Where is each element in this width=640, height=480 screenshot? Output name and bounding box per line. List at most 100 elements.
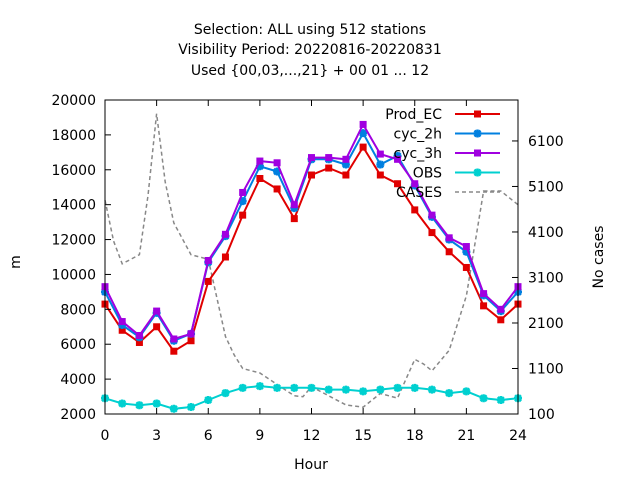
data-point-cyc-2h — [238, 197, 247, 206]
data-point-prod-ec — [290, 215, 298, 223]
legend-label-obs: OBS — [413, 166, 442, 182]
y-tick-label: 20000 — [51, 93, 96, 109]
y-tick-label: 16000 — [51, 163, 96, 179]
data-point-prod-ec — [480, 302, 488, 310]
data-point-cyc-2h-stroke — [462, 247, 471, 256]
chart-title-line-3: Used {00,03,...,21} + 00 01 ... 12 — [191, 63, 429, 79]
data-point-cyc-3h — [256, 157, 264, 165]
data-point-cyc-2h-stroke — [255, 162, 264, 171]
data-point-obs — [204, 396, 213, 405]
data-point-obs — [410, 383, 419, 392]
y-tick-label: 8000 — [60, 302, 96, 318]
data-point-obs — [273, 383, 282, 392]
y2-tick-label: 4100 — [528, 225, 564, 241]
data-point-obs-stroke — [376, 385, 385, 394]
data-point-obs — [376, 385, 385, 394]
y2-tick-label: 3100 — [528, 270, 564, 286]
data-point-cyc-3h — [221, 230, 229, 238]
data-point-obs-stroke — [496, 396, 505, 405]
x-tick-label: 12 — [303, 428, 321, 444]
data-point-cyc-3h — [342, 155, 350, 163]
data-point-prod-ec — [273, 185, 281, 193]
y-tick-label: 6000 — [60, 337, 96, 353]
data-point-obs — [462, 387, 471, 396]
data-point-cyc-2h — [255, 162, 264, 171]
legend-marker-obs — [473, 168, 482, 177]
data-point-cyc-3h — [428, 211, 436, 219]
data-point-prod-ec — [204, 277, 212, 285]
data-point-cyc-2h-stroke — [359, 129, 368, 138]
data-point-cyc-3h — [497, 305, 505, 313]
data-point-obs — [238, 383, 247, 392]
y2-tick-label: 1100 — [528, 361, 564, 377]
data-point-prod-ec — [394, 180, 402, 188]
data-point-obs-stroke — [187, 403, 196, 412]
y2-tick-label: 5100 — [528, 179, 564, 195]
data-point-obs — [118, 399, 127, 408]
data-point-obs — [324, 385, 333, 394]
data-point-prod-ec — [462, 263, 470, 271]
data-point-obs — [255, 382, 264, 391]
data-point-obs — [427, 385, 436, 394]
y2-tick-label: 100 — [528, 407, 555, 423]
data-point-obs — [152, 399, 161, 408]
data-point-prod-ec — [118, 326, 126, 334]
data-point-cyc-2h — [462, 247, 471, 256]
legend-label-cases: CASES — [396, 185, 442, 201]
data-point-cyc-3h — [411, 180, 419, 188]
data-point-obs — [496, 396, 505, 405]
data-point-cyc-3h — [290, 201, 298, 209]
legend-marker-cyc-2h-stroke — [473, 129, 482, 138]
x-tick-label: 21 — [457, 428, 475, 444]
x-tick-label: 24 — [509, 428, 527, 444]
data-point-prod-ec — [256, 175, 264, 182]
data-point-obs-stroke — [341, 385, 350, 394]
data-point-obs — [445, 389, 454, 398]
data-point-prod-ec — [325, 164, 333, 172]
data-point-prod-ec — [359, 143, 367, 151]
data-point-obs-stroke — [393, 383, 402, 392]
x-tick-label: 9 — [255, 428, 264, 444]
legend-marker-cyc-3h — [474, 149, 481, 157]
data-point-cyc-3h — [394, 155, 402, 163]
data-point-cyc-3h — [480, 290, 488, 298]
data-point-obs-stroke — [118, 399, 127, 408]
y-tick-label: 12000 — [51, 233, 96, 249]
y-tick-label: 4000 — [60, 372, 96, 388]
data-point-prod-ec — [411, 206, 419, 214]
series-line-cyc-2h — [104, 131, 519, 342]
data-point-cyc-3h — [376, 150, 384, 158]
chart-title-line-2: Visibility Period: 20220816-20220831 — [178, 42, 442, 58]
data-point-obs — [393, 383, 402, 392]
axis-layer: 0 3 6 9 12 15 18 21 24 2000 4000 6000 8000 10000 12000… — [51, 93, 563, 444]
data-point-cyc-3h — [118, 318, 126, 326]
data-point-obs-stroke — [290, 383, 299, 392]
data-point-obs-stroke — [273, 383, 282, 392]
data-point-obs-stroke — [169, 404, 178, 413]
data-point-cyc-3h — [153, 307, 161, 315]
data-point-cyc-2h — [376, 160, 385, 169]
data-point-cyc-3h — [308, 154, 315, 162]
data-point-obs-stroke — [221, 389, 230, 398]
series-prod-ec — [101, 143, 522, 355]
y2-tick-label: 6100 — [528, 134, 564, 150]
series-cases — [104, 113, 519, 408]
data-point-cyc-3h — [359, 120, 367, 128]
data-point-obs-stroke — [479, 394, 488, 403]
x-tick-label: 6 — [204, 428, 213, 444]
data-point-cyc-3h — [273, 159, 281, 167]
y-tick-label: 18000 — [51, 128, 96, 144]
data-point-obs-stroke — [462, 387, 471, 396]
data-point-cyc-3h — [135, 332, 143, 339]
data-point-cyc-3h — [187, 330, 195, 338]
data-point-prod-ec — [187, 337, 195, 345]
data-point-obs — [135, 401, 144, 410]
legend-label-cyc-2h: cyc_2h — [394, 127, 442, 143]
data-point-cyc-3h — [325, 154, 333, 162]
series-layer — [101, 113, 522, 413]
data-point-obs — [290, 383, 299, 392]
legend-marker-cyc-2h — [473, 129, 482, 138]
data-point-obs-stroke — [410, 383, 419, 392]
y-tick-label: 2000 — [60, 407, 96, 423]
